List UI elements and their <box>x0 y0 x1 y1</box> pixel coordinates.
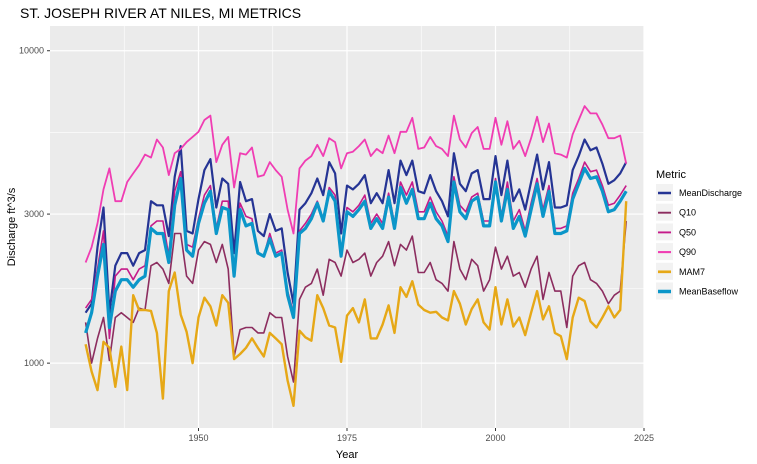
x-tick-label: 2025 <box>634 433 654 443</box>
legend: Metric MeanDischarge Q10 Q50 Q90 MAM7 MeanBas… <box>656 169 742 300</box>
series-line-meanbaseflow <box>84 166 628 334</box>
legend-label-q10: Q10 <box>679 208 696 218</box>
legend-label-q50: Q50 <box>679 227 696 237</box>
legend-label-meandischarge: MeanDischarge <box>679 188 742 198</box>
y-tick-label: 3000 <box>24 209 44 219</box>
series-line-q10 <box>84 220 627 383</box>
legend-title: Metric <box>656 169 686 181</box>
y-axis-label: Discharge ft^3/s <box>6 187 18 266</box>
y-tick-label: 10000 <box>19 46 44 56</box>
series-line-meandischarge <box>84 138 628 314</box>
x-tick-label: 1975 <box>337 433 357 443</box>
x-axis-ticks: 1950 1975 2000 2025 <box>188 428 654 443</box>
legend-label-mam7: MAM7 <box>679 267 705 277</box>
chart-title: ST. JOSEPH RIVER AT NILES, MI METRICS <box>20 5 301 21</box>
series-line-mam7 <box>84 201 628 407</box>
x-tick-label: 2000 <box>485 433 505 443</box>
series-lines <box>84 105 628 407</box>
x-axis-label: Year <box>336 449 359 461</box>
legend-label-meanbaseflow: MeanBaseflow <box>679 287 739 297</box>
y-tick-label: 1000 <box>24 358 44 368</box>
y-axis-ticks: 1000 3000 10000 <box>19 46 50 368</box>
legend-label-q90: Q90 <box>679 247 696 257</box>
x-tick-label: 1950 <box>188 433 208 443</box>
series-line-q90 <box>84 105 628 263</box>
